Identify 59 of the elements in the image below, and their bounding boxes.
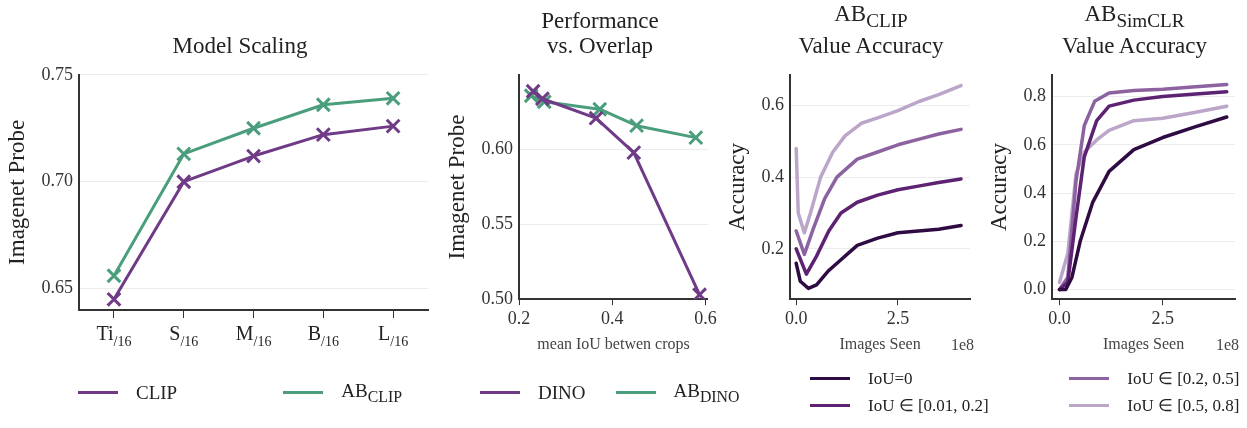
point [525, 83, 541, 100]
legend-label: IoU=0 [868, 368, 913, 389]
x-axis-title: Images Seen [1102, 334, 1185, 353]
y-tick-label: 0.6 [1023, 133, 1047, 154]
x-tick-label: 0.0 [784, 307, 808, 328]
point [591, 101, 608, 118]
y-axis-title: Accuracy [723, 142, 749, 232]
y-tick-label: 0.6 [761, 94, 785, 115]
legend-label: IoU ∈ [0.5, 0.8] [1127, 395, 1240, 416]
y-axis-title: Imagenet Probe [3, 119, 29, 265]
chart-title: AB$_{CLIP}$ Value Accuracy [798, 1, 944, 58]
chart-title: AB$_{SimCLR}$ Value Accuracy [1062, 1, 1207, 58]
legend-label: IoU ∈ [0.01, 0.2] [868, 395, 989, 416]
point [628, 117, 645, 134]
y-tick-label: 0.55 [481, 213, 514, 234]
legend-label: AB$_{CLIP}$ [341, 380, 402, 406]
point [106, 291, 122, 308]
point [245, 148, 262, 164]
point [691, 286, 708, 300]
x-tick-label: 0.4 [601, 307, 624, 328]
legend-label: CLIP [136, 381, 178, 404]
y-tick-label: 0.60 [481, 138, 514, 159]
x-tick-label: 0.2 [507, 307, 531, 328]
legend-label: DINO [538, 381, 586, 404]
point [385, 118, 401, 134]
y-tick-label: 0.2 [761, 237, 785, 258]
point [588, 110, 604, 127]
x-axis-title: mean IoU betwen crops [537, 334, 690, 353]
point [245, 120, 262, 137]
y-tick-label: 0.0 [1023, 278, 1047, 299]
y-axis-title: Accuracy [985, 142, 1011, 232]
y-tick-label: 0.8 [1023, 85, 1047, 106]
point [625, 144, 642, 161]
x-tick-label: 0.6 [694, 307, 717, 328]
x-axis-title: Images Seen [839, 334, 921, 353]
y-tick-label: 0.4 [1023, 181, 1047, 202]
chart-title: Model Scaling [172, 33, 308, 58]
legend-label: IoU ∈ [0.2, 0.5] [1127, 368, 1240, 389]
point [175, 173, 192, 190]
y-tick-label: 0.4 [761, 165, 785, 186]
chart-title: Performance vs. Overlap [541, 8, 659, 58]
text: 1e8 [1215, 336, 1239, 354]
point [385, 90, 401, 107]
x-tick-label: 2.5 [1151, 307, 1174, 328]
y-tick-label: 0.2 [1023, 230, 1047, 251]
point [315, 126, 332, 143]
x-tick-label: 0.0 [1048, 307, 1071, 328]
point [315, 96, 332, 113]
y-tick-label: 0.70 [41, 170, 74, 191]
point [106, 267, 122, 284]
y-tick-label: 0.50 [481, 287, 514, 308]
x-tick-label: 2.5 [886, 307, 910, 328]
point [687, 129, 704, 146]
y-tick-label: 0.65 [41, 277, 74, 298]
text: 1e8 [950, 336, 974, 354]
point [175, 146, 192, 162]
y-tick-label: 0.75 [41, 63, 74, 84]
legend-label: AB$_{DINO}$ [673, 380, 740, 406]
y-axis-title: Imagenet Probe [443, 114, 469, 260]
